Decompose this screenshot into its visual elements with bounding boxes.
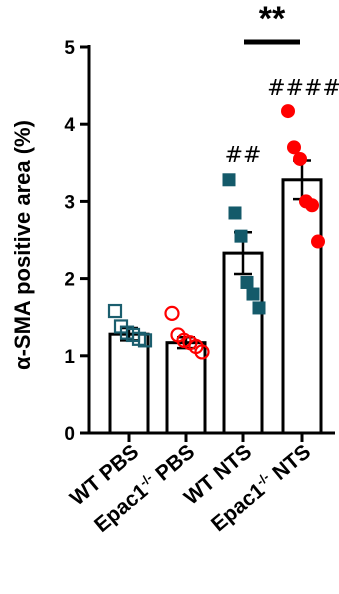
data-point — [241, 276, 253, 288]
data-point — [282, 105, 295, 118]
bar — [167, 343, 205, 433]
significance-label: #### — [267, 76, 339, 101]
data-point — [223, 174, 235, 186]
comparison-label: ** — [259, 0, 286, 38]
bar — [110, 334, 148, 433]
data-point — [288, 141, 301, 154]
data-point — [109, 305, 121, 317]
data-point — [166, 307, 179, 320]
data-point — [294, 152, 307, 165]
y-tick-label: 1 — [64, 347, 75, 368]
y-tick-label: 5 — [64, 38, 75, 59]
data-point — [229, 207, 241, 219]
data-point — [306, 199, 319, 212]
y-tick-label: 4 — [64, 115, 75, 136]
y-tick-label: 2 — [64, 270, 75, 291]
data-point — [253, 302, 265, 314]
y-tick-label: 3 — [64, 192, 75, 213]
category-label: Epac1-/- NTS — [206, 439, 316, 537]
y-axis-label: α-SMA positive area (%) — [10, 120, 35, 370]
data-point — [312, 235, 325, 248]
data-point — [235, 230, 247, 242]
data-point — [247, 288, 259, 300]
bar — [283, 180, 321, 433]
bars — [110, 180, 321, 433]
significance-label: ## — [225, 143, 262, 168]
y-tick-label: 0 — [64, 424, 75, 445]
